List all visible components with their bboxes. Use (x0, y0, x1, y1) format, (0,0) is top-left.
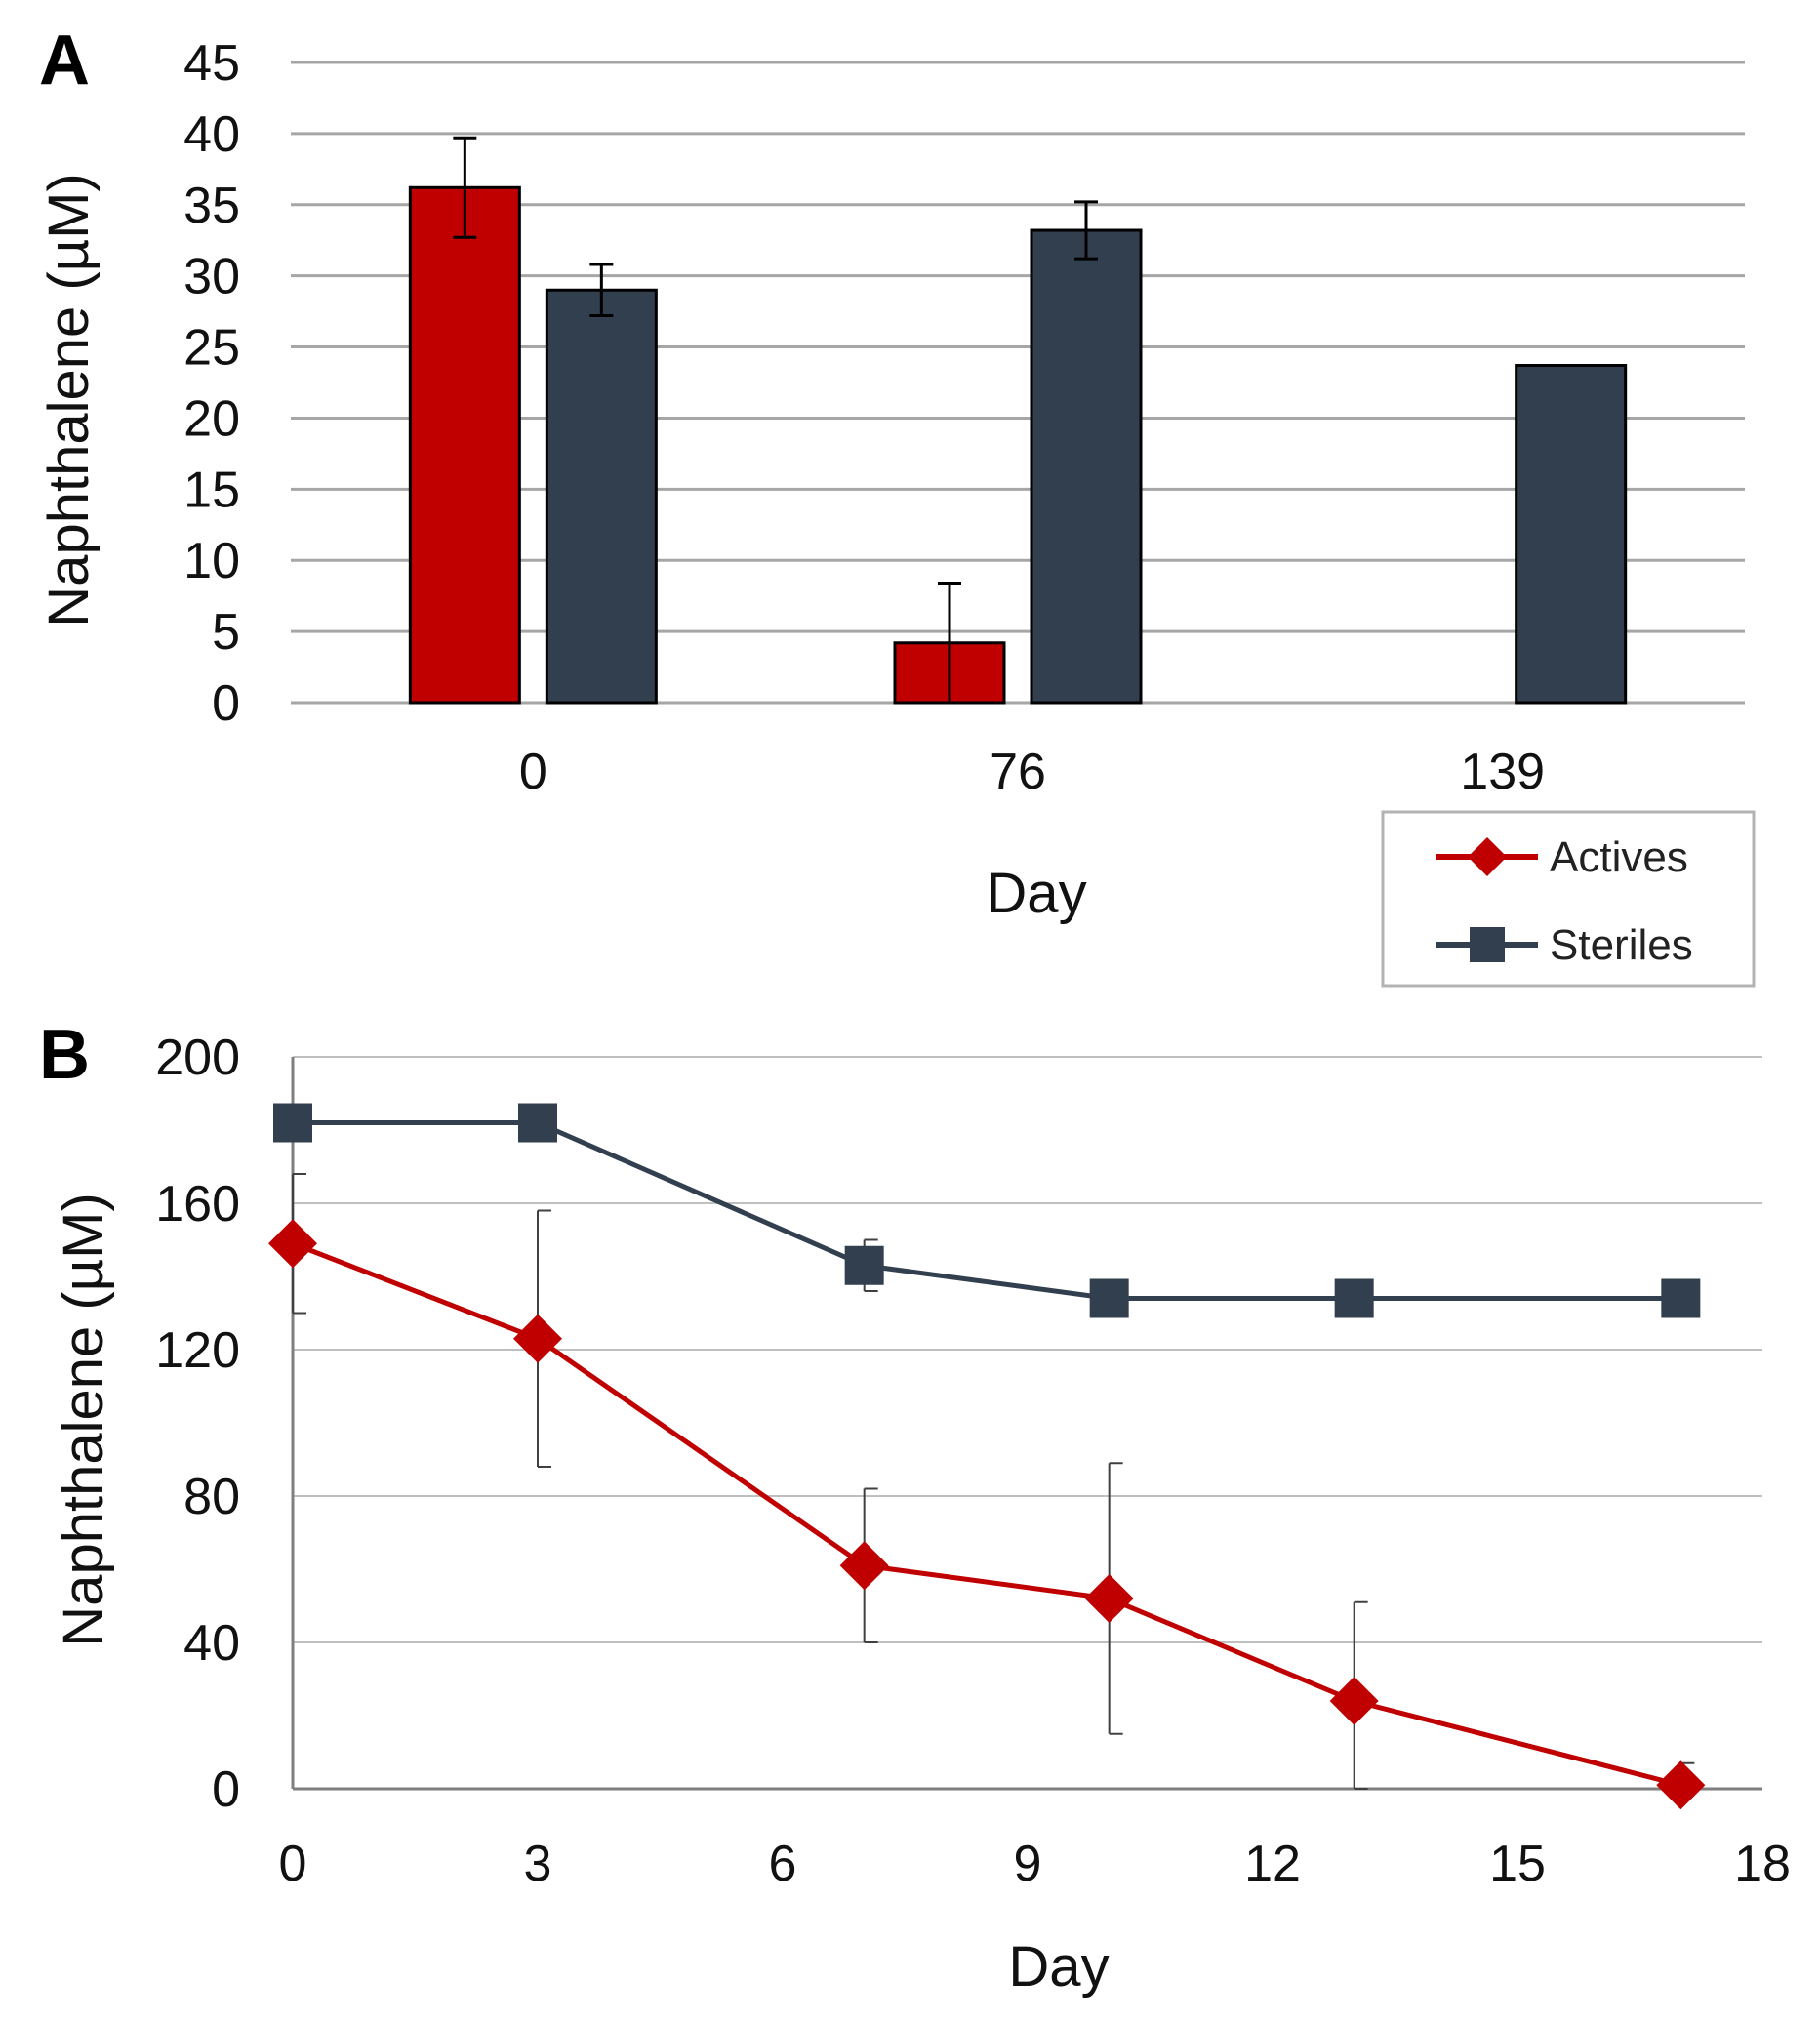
panel-b-x-tick-label: 12 (1244, 1836, 1301, 1892)
legend-steriles-label: Steriles (1550, 921, 1693, 969)
panel-b-x-tick-label: 0 (279, 1836, 307, 1892)
panel-b-series-lines (292, 1120, 1681, 1788)
marker-actives-day-0 (268, 1219, 317, 1269)
panel-a-y-tick-label: 5 (212, 604, 240, 661)
panel-b-x-tick-label: 3 (524, 1836, 552, 1892)
panel-a-y-tick-labels: 0 5 10 15 20 25 30 35 40 45 (183, 35, 240, 732)
marker-actives-day-17 (1656, 1760, 1706, 1810)
marker-steriles-day-17 (1661, 1278, 1701, 1318)
legend-actives-label: Actives (1550, 833, 1688, 881)
panel-a-y-tick-label: 25 (183, 320, 240, 377)
panel-b-gridlines (291, 1056, 1762, 1791)
legend-steriles-square-marker (1470, 927, 1505, 962)
panel-a-y-tick-label: 15 (183, 462, 240, 518)
panel-b-y-tick-label: 160 (155, 1176, 240, 1233)
panel-a-x-tick-labels: 0 76 139 (519, 744, 1545, 800)
marker-actives-day-10 (1084, 1574, 1134, 1623)
panel-b-x-tick-label: 18 (1734, 1836, 1791, 1892)
panel-b-y-tick-labels: 0 40 80 120 160 200 (155, 1030, 240, 1818)
panel-a-bar-chart: A 0 5 10 15 20 25 30 35 40 45 0 76 139 Naphthalene … (37, 21, 1756, 988)
line-steriles (293, 1120, 1681, 1301)
marker-steriles-day-0 (273, 1103, 312, 1143)
panel-b-x-axis-title: Day (1008, 1935, 1109, 1999)
panel-b-y-tick-label: 200 (155, 1030, 240, 1086)
marker-actives-day-13 (1329, 1677, 1379, 1725)
bar-steriles-day-139 (1515, 364, 1628, 705)
panel-a-x-tick-label: 139 (1460, 744, 1545, 800)
panel-b-label: B (39, 1016, 90, 1094)
marker-actives-day-3 (513, 1314, 562, 1363)
marker-steriles-day-13 (1334, 1278, 1374, 1318)
panel-a-y-tick-label: 10 (183, 533, 240, 589)
panel-a-gridlines (291, 61, 1745, 705)
panel-a-y-axis-title: Naphthalene (µM) (37, 173, 101, 627)
panel-b-y-tick-label: 120 (155, 1322, 240, 1379)
marker-actives-day-7 (839, 1541, 889, 1591)
marker-steriles-day-10 (1089, 1278, 1129, 1318)
panel-a-y-tick-label: 40 (183, 106, 240, 163)
line-actives (292, 1240, 1681, 1788)
panel-b-x-tick-label: 15 (1489, 1836, 1546, 1892)
legend-actives-diamond-marker (1468, 837, 1507, 876)
panel-a-error-bars (453, 136, 1098, 705)
legend: Actives Steriles (1381, 810, 1756, 988)
panel-b-error-bars (292, 1173, 1695, 1790)
panel-a-y-tick-label: 20 (183, 390, 240, 447)
panel-a-y-tick-label: 0 (212, 675, 240, 732)
legend-box (1381, 810, 1756, 988)
panel-a-x-tick-label: 76 (990, 744, 1046, 800)
bar-actives-day-0 (408, 185, 521, 705)
panel-b-x-tick-label: 6 (769, 1836, 797, 1892)
bar-steriles-day-76 (1030, 228, 1143, 705)
panel-a-y-tick-label: 45 (183, 35, 240, 92)
panel-b-line-chart: B 0 40 80 120 160 200 0 3 6 9 12 15 18 Naphthalene … (39, 1016, 1791, 1999)
panel-a-x-tick-label: 0 (519, 744, 547, 800)
marker-steriles-day-7 (844, 1245, 884, 1285)
marker-steriles-day-3 (518, 1103, 557, 1143)
panel-a-y-tick-label: 30 (183, 249, 240, 305)
panel-b-markers (268, 1103, 1706, 1810)
panel-a-y-tick-label: 35 (183, 178, 240, 234)
panel-b-x-tick-labels: 0 3 6 9 12 15 18 (279, 1836, 1791, 1892)
panel-b-y-tick-label: 80 (183, 1469, 240, 1525)
panel-b-x-tick-label: 9 (1014, 1836, 1042, 1892)
panel-a-label: A (39, 21, 90, 100)
panel-b-y-tick-label: 40 (183, 1615, 240, 1672)
bar-steriles-day-0 (545, 288, 658, 705)
panel-b-y-tick-label: 0 (212, 1761, 240, 1818)
panel-b-y-axis-title: Naphthalene (µM) (52, 1193, 115, 1646)
panel-a-x-axis-title: Day (986, 862, 1086, 925)
